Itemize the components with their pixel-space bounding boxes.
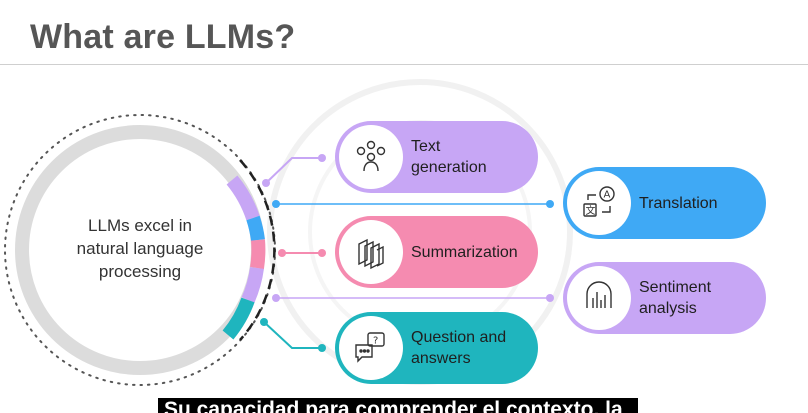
translate-icon: A 文 — [567, 171, 631, 235]
arc-teal — [222, 297, 255, 340]
pill-label-translation: Translation — [639, 194, 718, 212]
pill-summarization: Summarization — [335, 216, 538, 288]
pill-question-answers: ? Question and answers — [335, 312, 538, 384]
pill-label-text-generation: Text generation — [411, 138, 487, 176]
title-divider — [0, 64, 808, 65]
people-network-icon — [339, 125, 403, 189]
center-line-3: processing — [98, 262, 182, 281]
svg-text:A: A — [604, 190, 611, 201]
center-disc — [30, 140, 250, 360]
center-line-2: natural language — [76, 239, 204, 258]
pill-text-generation: Text generation — [335, 121, 538, 193]
arc-pink — [250, 239, 266, 270]
dashed-arc — [239, 159, 276, 341]
pill-label-summarization: Summarization — [411, 243, 518, 261]
center-label: LLMs excel in natural language processin… — [50, 214, 230, 283]
pill-sentiment-analysis: Sentiment analysis — [563, 262, 766, 334]
svg-text:?: ? — [373, 336, 378, 347]
pill-translation: A 文 Translation — [563, 167, 766, 239]
arc-purple-bottom — [241, 266, 264, 303]
center-line-1: LLMs excel in — [88, 216, 192, 235]
video-subtitle: Su capacidad para comprender el contexto… — [158, 398, 638, 413]
slide-title: What are LLMs? — [30, 18, 296, 56]
layers-icon — [339, 220, 403, 284]
arc-purple-top — [226, 175, 260, 221]
svg-text:文: 文 — [586, 204, 596, 217]
arc-blue — [246, 215, 265, 242]
pill-label-sentiment: Sentiment analysis — [639, 279, 712, 317]
chat-question-icon: ? — [339, 316, 403, 380]
pill-label-qa: Question and answers — [411, 329, 507, 367]
sentiment-chart-icon — [567, 266, 631, 330]
connectors — [260, 154, 554, 352]
